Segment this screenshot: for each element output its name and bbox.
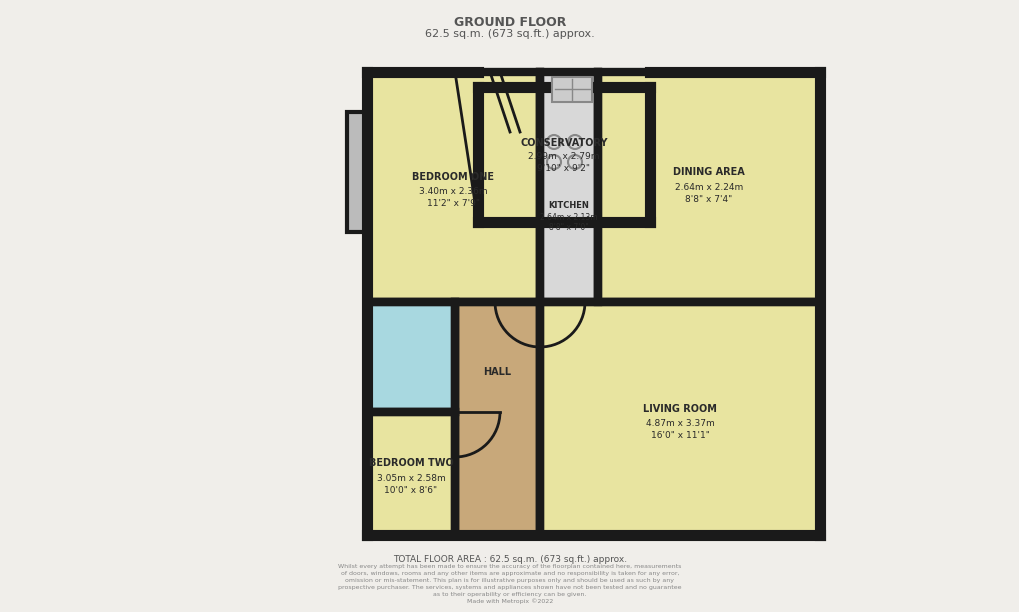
Text: 4.87m x 3.37m: 4.87m x 3.37m [645, 419, 713, 428]
Text: TOTAL FLOOR AREA : 62.5 sq.m. (673 sq.ft.) approx.: TOTAL FLOOR AREA : 62.5 sq.m. (673 sq.ft… [392, 556, 627, 564]
Text: 2.99m  x 2.79m: 2.99m x 2.79m [528, 152, 599, 161]
Text: Whilst every attempt has been made to ensure the accuracy of the floorplan conta: Whilst every attempt has been made to en… [338, 564, 681, 605]
Bar [367, 412, 454, 535]
Text: BEDROOM TWO: BEDROOM TWO [368, 458, 452, 469]
Bar [367, 72, 539, 302]
Bar [346, 112, 367, 232]
Text: BEDROOM ONE: BEDROOM ONE [412, 172, 494, 182]
Bar [367, 302, 454, 412]
Text: 3.40m x 2.36m: 3.40m x 2.36m [419, 187, 487, 196]
Text: KITCHEN: KITCHEN [548, 201, 589, 209]
Text: GROUND FLOOR: GROUND FLOOR [453, 15, 566, 29]
Text: 16'0" x 11'1": 16'0" x 11'1" [650, 431, 709, 440]
Bar [539, 302, 819, 535]
Text: DINING AREA: DINING AREA [673, 167, 744, 177]
Bar [539, 72, 597, 302]
Text: 11'2" x 7'9": 11'2" x 7'9" [427, 200, 480, 209]
Text: HALL: HALL [483, 367, 512, 377]
Polygon shape [454, 302, 539, 535]
Text: 3.05m x 2.58m: 3.05m x 2.58m [376, 474, 445, 483]
Text: 8'8" x 7'4": 8'8" x 7'4" [685, 195, 732, 204]
Text: 10'0" x 8'6": 10'0" x 8'6" [384, 486, 437, 495]
Bar [478, 87, 649, 222]
Text: CONSERVATORY: CONSERVATORY [520, 138, 607, 147]
Bar [597, 72, 819, 302]
Text: 62.5 sq.m. (673 sq.ft.) approx.: 62.5 sq.m. (673 sq.ft.) approx. [425, 29, 594, 39]
Text: 2.64m x 2.24m: 2.64m x 2.24m [675, 182, 743, 192]
Text: LIVING ROOM: LIVING ROOM [642, 403, 716, 414]
Text: 9'10" x 9'2": 9'10" x 9'2" [537, 164, 590, 173]
Text: 8'8" x 7'0": 8'8" x 7'0" [548, 223, 588, 231]
Bar [551, 77, 591, 102]
Text: 2.64m x 2.13m: 2.64m x 2.13m [540, 212, 597, 222]
Bar [367, 72, 819, 535]
